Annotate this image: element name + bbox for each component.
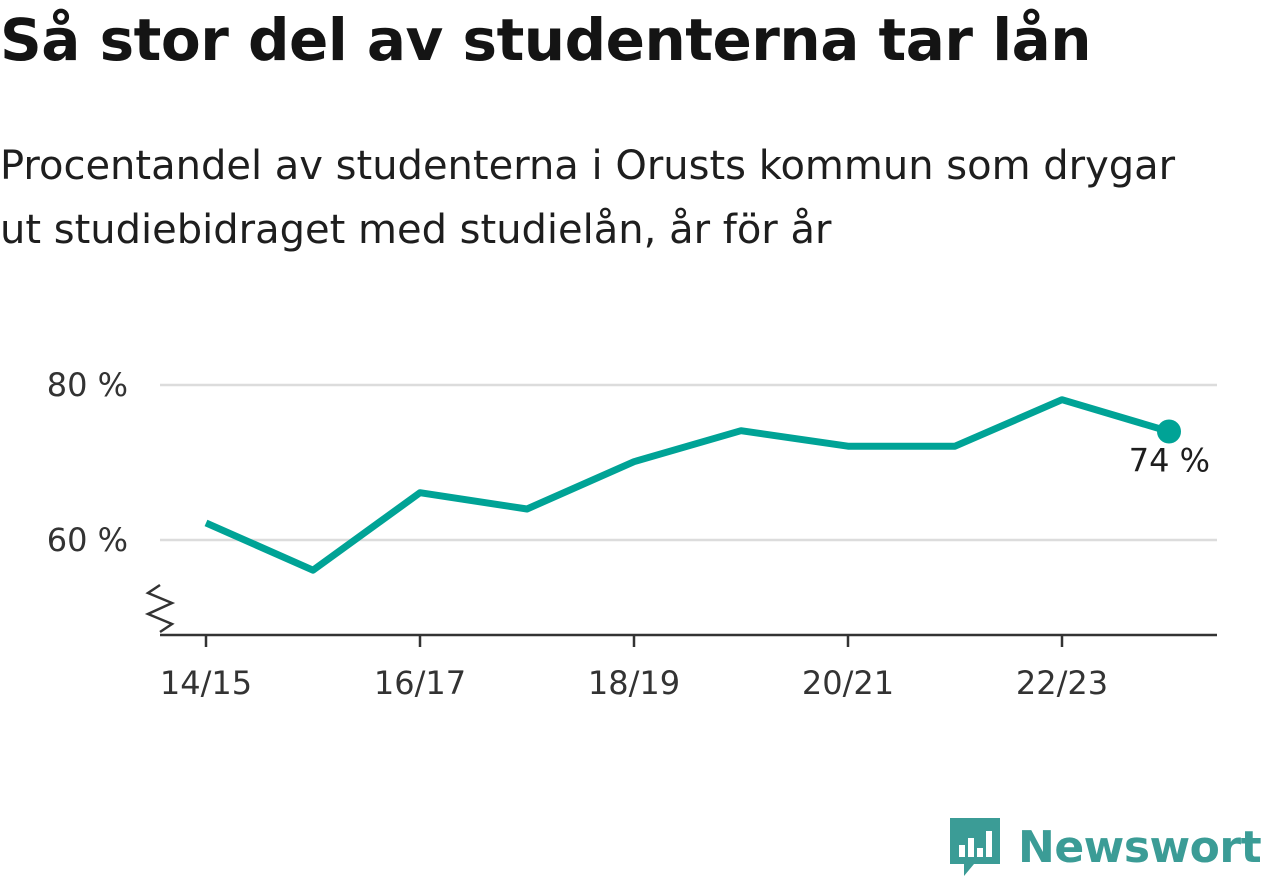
y-axis-ticks: 60 % 80 % [47,366,128,559]
chart-subtitle: Procentandel av studenterna i Orusts kom… [0,143,1176,253]
x-tick-label: 14/15 [160,664,252,702]
x-tick-label: 22/23 [1016,664,1108,702]
gridlines [160,383,1217,542]
newsworthy-logo-icon [950,818,1000,876]
y-tick-label: 60 % [47,521,128,559]
last-point-marker [1157,419,1181,444]
chart-title: Så stor del av studenterna tar lån [0,6,1092,74]
axis-break-mark [144,583,176,634]
series-group: 74 % [204,396,1210,574]
brand-name: Newsworthy [1018,821,1262,873]
x-axis: 14/15 16/17 18/19 20/21 22/23 [144,583,1217,702]
series-line [204,396,1170,574]
brand: Newsworthy [950,818,1262,876]
end-value-label: 74 % [1129,442,1210,480]
x-tick-label: 20/21 [802,664,894,702]
y-tick-label: 80 % [47,366,128,404]
x-tick-label: 18/19 [588,664,680,702]
x-tick-label: 16/17 [374,664,466,702]
